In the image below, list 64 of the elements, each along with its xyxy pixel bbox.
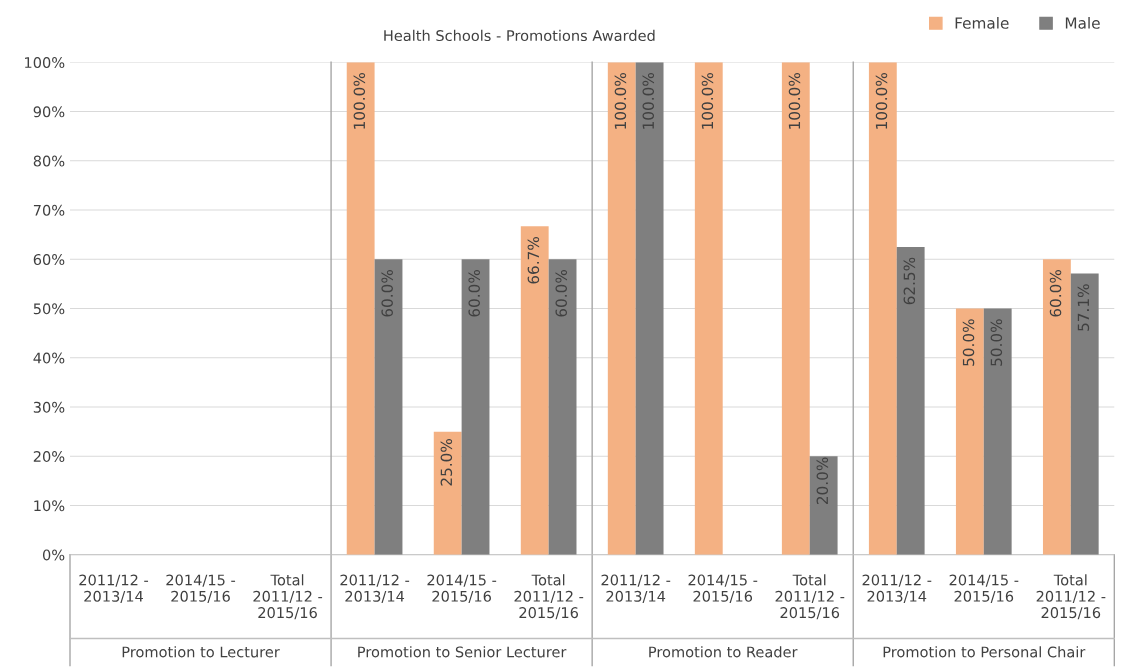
x-tick-label: 2014/15 - 2015/16 [166,574,236,603]
x-tick-label: Total 2011/12 - 2015/16 [514,574,584,620]
x-tick-label: Total 2011/12 - 2015/16 [253,574,323,620]
legend-label: Female [955,16,1009,29]
x-tick-label: 2014/15 - 2015/16 [688,574,758,603]
y-tick-label: 80% [33,155,65,167]
y-tick-label: 10% [34,500,65,512]
bar [548,259,577,555]
text: Promotion to Personal Chair [883,646,1086,658]
text: Promotion to Senior Lecturer [358,646,567,658]
data-label: 20.0% [816,457,829,505]
bar [461,259,490,555]
bar [955,308,984,555]
data-label: 50.0% [962,319,975,366]
data-label: 100.0% [788,73,801,129]
bar [809,456,838,555]
text: Promotion to Lecturer [122,646,280,658]
x-tick-label: Total 2011/12 - 2015/16 [775,574,845,620]
data-label: 62.5% [903,257,916,305]
data-label: 25.0% [440,439,453,486]
data-label: 100.0% [875,73,888,129]
bar [520,226,549,555]
bar [694,62,723,555]
bar [983,308,1012,555]
x-tick-label: 2011/12 - 2013/14 [862,574,932,603]
bar [433,431,462,555]
y-tick-label: 90% [33,106,65,118]
y-tick-label: 30% [33,401,65,413]
y-tick-label: 0% [42,549,65,561]
y-tick-label: 40% [33,352,65,364]
y-tick-label: 20% [33,450,65,463]
data-label: 60.0% [1049,269,1062,317]
x-tick-label: Total 2011/12 - 2015/16 [1036,574,1106,620]
x-tick-label: 2011/12 - 2013/14 [340,574,410,603]
data-label: 60.0% [468,269,480,317]
bar [896,246,925,555]
chart-title: Health Schools - Promotions Awarded [384,29,655,42]
y-tick-label: 100% [25,57,65,69]
y-tick-label: 70% [33,204,65,216]
bar [607,62,636,555]
data-label: 66.7% [527,236,540,284]
data-label: 100.0% [614,73,627,129]
data-label: 100.0% [701,73,714,129]
x-tick-label: 2014/15 - 2015/16 [949,574,1019,603]
bar [1070,273,1099,555]
text: Promotion to Reader [649,646,798,658]
data-label: 60.0% [555,269,567,317]
data-label: 50.0% [990,319,1003,366]
legend-label: Male [1065,16,1100,29]
bar [346,62,375,555]
x-tick-label: 2011/12 - 2013/14 [601,574,671,603]
bar [374,259,403,555]
data-label: 57.1% [1077,284,1090,331]
bar [1042,259,1071,555]
data-label: 60.0% [381,269,393,317]
x-tick-label: 2014/15 - 2015/16 [427,574,497,603]
bar [868,62,897,555]
y-tick-label: 60% [33,254,65,266]
bar [781,62,810,555]
data-label: 100.0% [353,73,366,129]
bar [635,62,664,555]
y-tick-label: 50% [33,303,65,315]
data-label: 100.0% [642,73,655,129]
x-tick-label: 2011/12 - 2013/14 [79,574,149,603]
